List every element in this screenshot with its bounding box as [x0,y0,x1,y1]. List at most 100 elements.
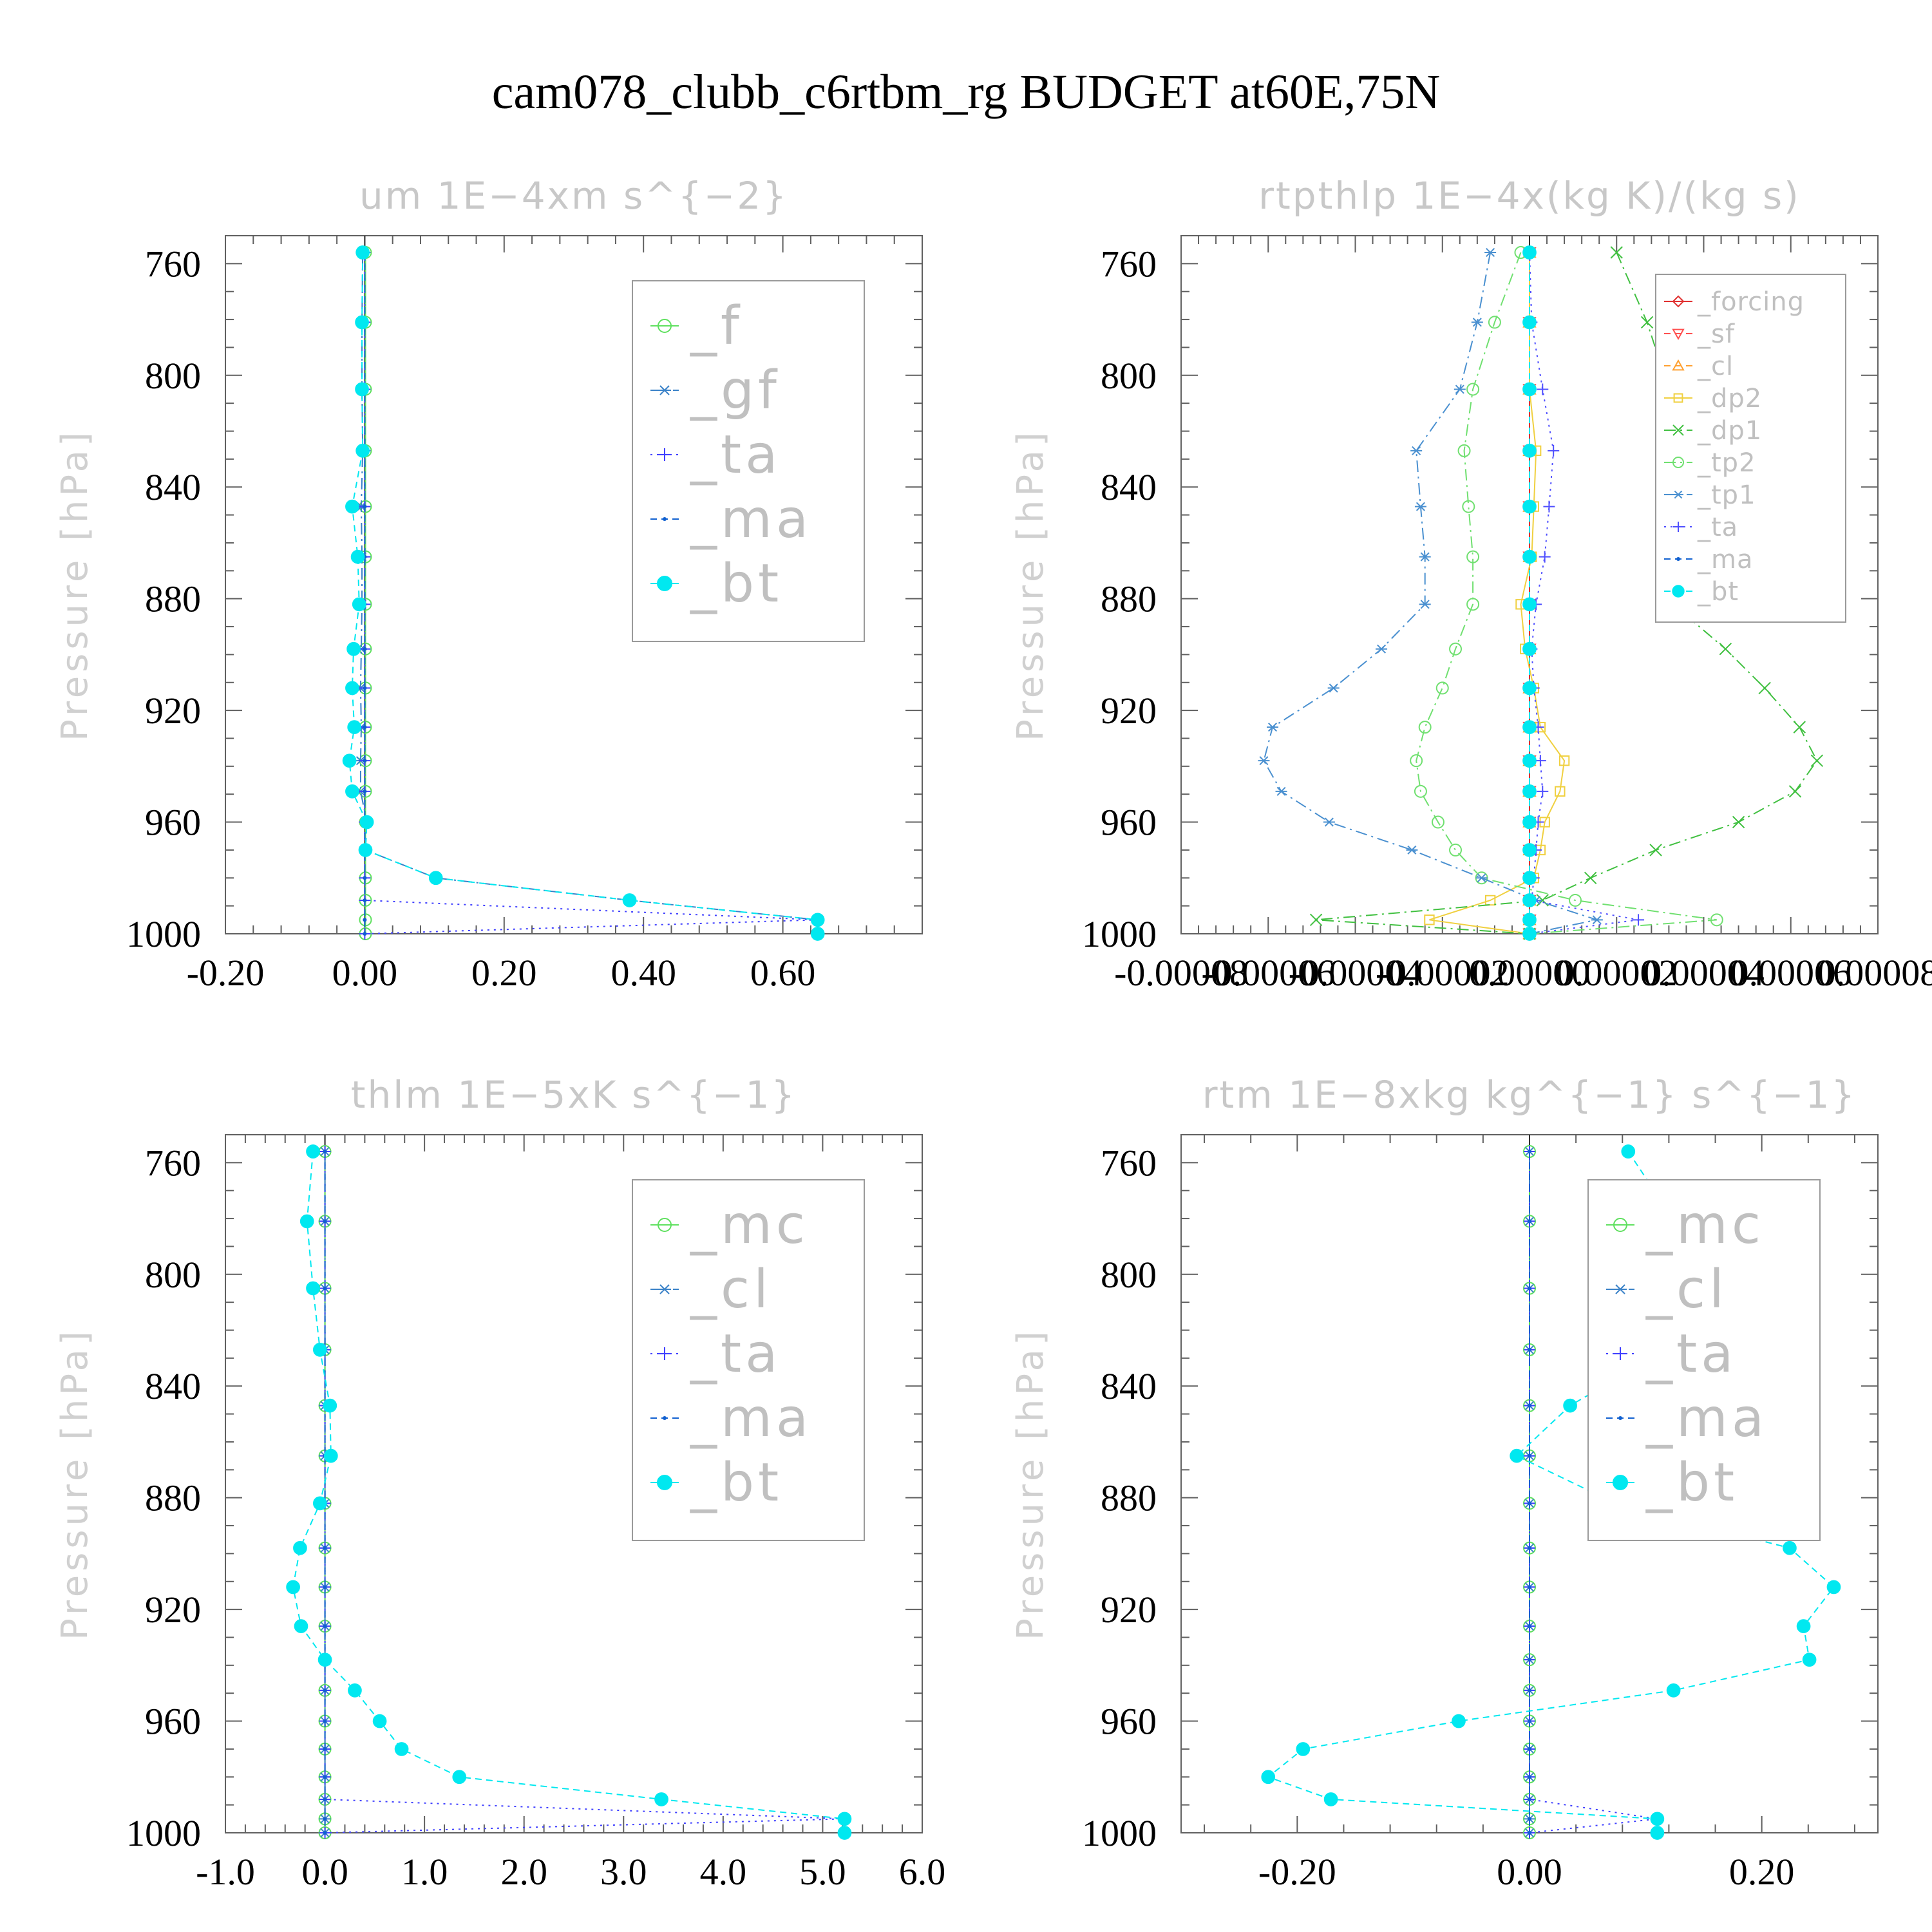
y-axis-label: Pressure [hPa] [1010,1327,1052,1640]
data-point [1621,1144,1636,1159]
x-tick-label: 6.0 [899,1851,946,1893]
data-point [348,1683,362,1698]
legend-entry: _ma [650,489,808,550]
data-point [1522,597,1537,612]
data-point [1719,643,1732,656]
x-tick-label: 0.40 [611,952,676,994]
data-point [452,1770,467,1785]
data-point [654,1792,668,1806]
data-point [355,315,369,330]
legend-label: _ta [690,1323,781,1385]
legend-label: _ta [1697,513,1738,542]
series-line [1529,252,1639,934]
y-tick-label: 960 [1101,802,1157,844]
data-point [323,1286,327,1291]
series-bt [286,1144,852,1840]
data-point [1528,1817,1531,1821]
data-point [346,641,361,656]
legend-swatch-marker [658,1284,671,1294]
x-tick-label: -0.00008 [1114,952,1248,994]
data-point [1710,913,1723,927]
y-tick-label: 760 [1101,1142,1157,1184]
legend-entry: _mc [650,1195,805,1256]
data-point [359,913,372,927]
data-point [1528,1501,1531,1506]
legend-swatch-marker [1672,328,1685,341]
y-tick-label: 800 [145,1254,201,1296]
legend-entry: _ta [650,1323,781,1385]
data-point [299,1214,314,1229]
legend: _mc_cl_ta_ma_bt [1587,1179,1821,1541]
data-point [1758,681,1771,695]
legend-swatch-marker [1614,1347,1627,1360]
data-point [1522,444,1537,458]
data-point [355,245,370,260]
data-point [1419,552,1431,562]
x-tick-label: 0.00004 [1643,952,1765,994]
legend-swatch-marker [663,517,667,521]
data-point [1449,642,1463,656]
data-point [358,843,373,857]
y-axis-label: Pressure [hPa] [54,428,96,741]
data-point [1522,843,1537,857]
data-point [810,927,825,941]
data-point [1522,245,1537,260]
y-tick-label: 880 [145,1477,201,1519]
legend-entry: _tp2 [1664,448,1756,478]
data-point [1466,383,1480,396]
data-point [1522,871,1537,886]
y-axis-label: Pressure [hPa] [1010,428,1052,741]
data-point [1563,1398,1577,1413]
x-tick-label: 0.00008 [1817,952,1932,994]
data-point [363,789,367,793]
data-point [1528,1797,1531,1801]
legend-swatch-marker [658,385,671,395]
data-point [1488,316,1501,329]
chart-panel-1: um 1E−4xm s^{−2} Pressure [hPa] 760 800 840 8… [54,174,923,994]
data-point [1528,1150,1531,1154]
x-tick-label: 0.00000 [1469,952,1591,994]
legend-label: _bt [1645,1452,1738,1513]
y-tick-label: 760 [1101,243,1157,285]
data-point [1522,784,1537,799]
x-tick-label: -0.00004 [1289,952,1423,994]
data-point [1275,786,1287,796]
legend-swatch-marker [1618,1416,1622,1420]
legend-label: _f [690,296,743,357]
data-point [1522,315,1537,330]
data-point [363,918,367,922]
data-point [323,1688,327,1692]
panel-title: um 1E−4xm s^{−2} [359,174,788,218]
y-tick-label: 800 [145,355,201,397]
data-point [323,1817,327,1821]
plot-frame [225,235,923,934]
legend-entry: _ta [1606,1323,1733,1385]
chart-panel-2: rtpthlp 1E−4x(kg K)/(kg s) Pressure [hPa]… [1010,174,1932,994]
series-line [1263,252,1600,934]
data-point [1296,1742,1311,1756]
data-point [1528,1688,1531,1692]
y-axis-label: Pressure [hPa] [54,1327,96,1640]
series-line [1267,1151,1835,1833]
legend-label: _bt [690,553,782,614]
data-point [1528,1719,1531,1723]
data-point [1522,815,1537,829]
data-point [1424,914,1435,925]
legend-swatch-marker [1673,490,1683,499]
series-line [348,252,819,934]
data-point [1548,444,1560,457]
legend: _f_gf_ta_ma_bt [632,280,865,642]
data-point [1452,1714,1466,1728]
data-point [1376,644,1388,654]
data-point [1528,1403,1531,1408]
data-point [1522,927,1537,941]
data-point [1558,755,1570,766]
data-point [1510,1448,1524,1463]
legend-swatch-marker [657,576,672,591]
x-tick-label: 0.00 [1497,1851,1562,1893]
data-point [363,686,367,690]
data-point [1522,893,1537,907]
legend-swatch-marker [658,1347,671,1360]
legend-swatch-marker [663,1416,667,1420]
